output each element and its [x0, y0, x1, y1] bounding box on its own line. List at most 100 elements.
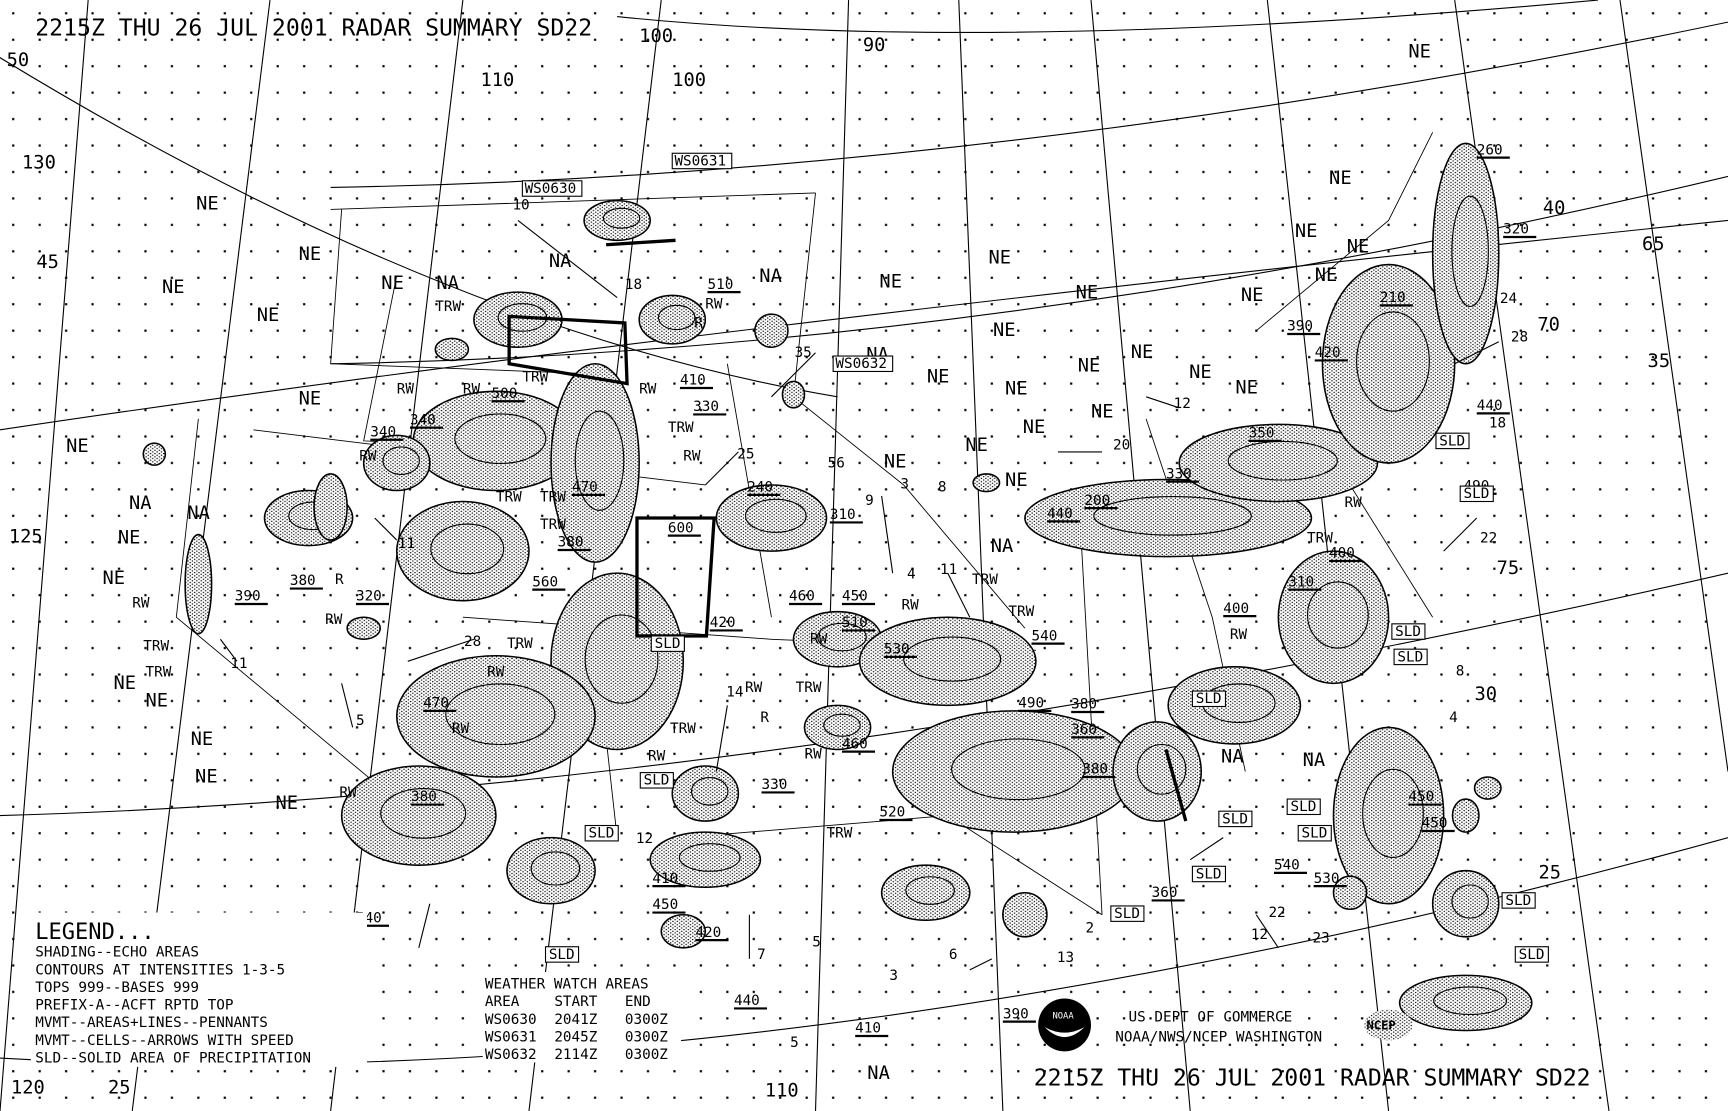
sld-label: SLD	[1196, 866, 1222, 882]
echo-top-label: 400	[1223, 601, 1249, 617]
watch-table-cell: 0300Z	[625, 1012, 668, 1028]
intensity-contour	[380, 788, 467, 839]
squall-line	[1164, 749, 1188, 822]
precip-type-label: RW	[1344, 495, 1362, 511]
precip-type-label: RW	[705, 297, 723, 313]
not-available-label: NA	[991, 536, 1014, 557]
sld-label: SLD	[1114, 906, 1140, 922]
intensity-contour	[1362, 768, 1424, 859]
no-echo-label: NE	[1005, 379, 1028, 400]
echo-area	[1398, 974, 1533, 1032]
legend-line: CONTOURS AT INTENSITIES 1-3-5	[35, 962, 285, 978]
grid-coordinate-label: 65	[1642, 234, 1665, 255]
no-echo-label: NE	[927, 366, 950, 387]
echo-top-label: 380	[558, 535, 584, 551]
no-echo-label: NE	[145, 690, 168, 711]
sld-frame	[1501, 892, 1536, 909]
movement-arrow	[341, 683, 354, 728]
noaa-logo	[1038, 998, 1092, 1052]
no-echo-label: NE	[1023, 417, 1046, 438]
echo-area	[395, 500, 530, 602]
no-echo-label: NE	[1078, 355, 1101, 376]
watch-col-end: END	[625, 994, 651, 1010]
no-echo-label: NE	[884, 451, 907, 472]
echo-top-label: 200	[1084, 493, 1110, 509]
latitude-line	[0, 57, 838, 398]
echo-top-label: 410	[652, 871, 678, 887]
echo-area	[972, 473, 1001, 493]
echo-top-label: 330	[693, 399, 719, 415]
precip-type-label: TRW	[796, 680, 822, 696]
movement-speed-label: 18	[625, 277, 642, 293]
not-available-label: NA	[549, 251, 572, 272]
intensity-contour	[1433, 986, 1508, 1016]
precip-type-label: RW	[487, 665, 505, 681]
sld-frame	[1286, 798, 1321, 816]
echo-top-label: 330	[1166, 466, 1192, 482]
longitude-line	[1619, 0, 1728, 772]
grid-coordinate-label: 100	[639, 26, 673, 47]
movement-arrow	[969, 958, 993, 971]
no-echo-label: NE	[1235, 378, 1258, 399]
intensity-contour	[1136, 743, 1187, 795]
echo-top-label: 460	[789, 589, 815, 605]
grid-coordinate-label: 125	[9, 526, 43, 547]
watch-box-label: WS0630	[525, 181, 577, 197]
echo-area	[649, 831, 762, 888]
latitude-line	[617, 0, 1599, 34]
echo-top-label: 420	[695, 925, 721, 941]
no-echo-label: NE	[276, 793, 299, 814]
echo-area	[362, 434, 431, 492]
grid-coordinate-label: 50	[7, 50, 30, 71]
intensity-contour	[430, 523, 505, 575]
sld-frame	[1110, 905, 1145, 922]
echo-top-label: 510	[842, 615, 868, 631]
movement-speed-label: 56	[828, 455, 845, 471]
movement-arrow	[219, 638, 238, 662]
watch-table-cell: WS0630	[485, 1012, 537, 1028]
echo-top-label: 560	[532, 574, 558, 590]
watch-box-label-frame	[832, 355, 894, 373]
watch-table-cell: WS0632	[485, 1047, 537, 1063]
precip-type-label: TRW	[507, 636, 533, 652]
echo-top-label: 400	[1329, 546, 1355, 562]
echo-top-label: 470	[423, 696, 449, 712]
movement-arrow	[881, 495, 894, 574]
movement-arrow	[407, 638, 475, 662]
intensity-contour	[744, 498, 807, 533]
echo-area	[660, 913, 707, 949]
sld-frame	[1297, 824, 1332, 842]
precip-type-label: RW	[132, 595, 150, 611]
precip-type-label: TRW	[972, 572, 998, 588]
sld-frame	[1218, 810, 1253, 828]
no-echo-label: NE	[993, 320, 1016, 341]
precip-type-label: RW	[452, 721, 470, 737]
echo-area	[1473, 776, 1502, 800]
echo-top-label: 420	[1315, 345, 1341, 361]
not-available-label: NA	[436, 273, 459, 294]
movement-speed-label: 14	[726, 685, 743, 701]
movement-speed-label: 5	[790, 1035, 799, 1051]
legend-line: MVMT--CELLS--ARROWS WITH SPEED	[35, 1033, 294, 1049]
grid-coordinate-label: 45	[36, 252, 59, 273]
not-available-label: NA	[867, 1063, 890, 1084]
echo-area	[1332, 875, 1368, 911]
sld-label: SLD	[1196, 691, 1222, 707]
movement-arrow	[704, 451, 739, 486]
no-echo-label: NE	[162, 277, 185, 298]
longitude-line	[814, 0, 850, 1111]
intensity-contour	[1451, 884, 1489, 919]
movement-speed-label: 8	[1456, 664, 1465, 680]
watch-box-label-frame	[671, 152, 733, 170]
sld-frame	[584, 824, 619, 842]
movement-speed-label: 10	[512, 197, 529, 213]
echo-area	[1332, 726, 1445, 905]
not-available-label: NA	[1221, 747, 1244, 768]
echo-top-label: 450	[652, 897, 678, 913]
movement-arrow	[1255, 914, 1279, 949]
credits: NOAA US DEPT OF COMMERCE NOAA/NWS/NCEP W…	[1038, 998, 1413, 1052]
grid-coordinate-label: 70	[1537, 315, 1560, 336]
precip-type-label: TRW	[670, 721, 696, 737]
no-echo-label: NE	[965, 435, 988, 456]
